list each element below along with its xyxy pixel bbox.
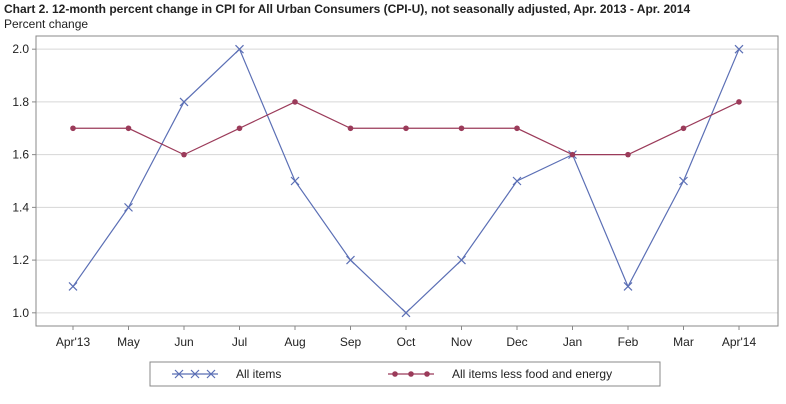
data-point [403, 125, 409, 132]
data-point [292, 99, 298, 105]
x-tick-label: Jun [174, 335, 193, 349]
legend-label: All items [236, 367, 281, 381]
x-tick-label: May [117, 335, 140, 349]
data-point [512, 176, 522, 186]
legend-item: All items [172, 367, 281, 381]
legend-marker [408, 371, 414, 377]
x-tick-label: Nov [451, 335, 472, 349]
y-tick-label: 1.2 [12, 253, 29, 267]
data-point [181, 151, 187, 158]
legend-marker [174, 369, 184, 379]
x-tick-label: Apr'14 [722, 335, 757, 349]
series-layer [68, 44, 744, 318]
x-tick-label: Mar [673, 335, 694, 349]
data-point [679, 176, 688, 186]
grid-layer [36, 48, 778, 314]
plot-frame [35, 35, 779, 327]
data-point [623, 282, 633, 291]
y-tick-label: 1.8 [12, 95, 29, 109]
x-tick-label: Dec [506, 335, 527, 349]
data-point [346, 255, 355, 265]
series-line [72, 48, 740, 314]
x-tick-label: Feb [618, 335, 639, 349]
legend-marker [424, 371, 430, 377]
series-all-items-less-food-and-energy [70, 99, 742, 158]
data-point [124, 202, 133, 212]
data-point [458, 125, 465, 132]
data-point [625, 151, 631, 158]
chart-title: Chart 2. 12-month percent change in CPI … [4, 2, 691, 16]
data-point [290, 176, 300, 186]
data-point [569, 151, 576, 158]
data-point [680, 125, 687, 132]
legend-marker [190, 369, 200, 379]
data-point [457, 255, 466, 265]
y-axis-ticks: 1.0 1.2 1.4 1.6 1.8 2.0 [12, 42, 36, 320]
series-all-items [68, 44, 744, 318]
y-tick-label: 2.0 [12, 42, 29, 56]
data-point [236, 125, 243, 132]
data-point [347, 125, 354, 132]
data-point [68, 282, 78, 291]
y-tick-label: 1.4 [12, 200, 29, 214]
y-tick-label: 1.0 [12, 306, 29, 320]
data-point [70, 125, 76, 132]
x-tick-label: Apr'13 [56, 335, 91, 349]
data-point [736, 99, 742, 105]
data-point [514, 125, 520, 132]
legend: All items All items less food and energy [149, 361, 661, 387]
x-tick-label: Sep [340, 335, 362, 349]
x-tick-label: Aug [284, 335, 305, 349]
x-tick-label: Oct [397, 335, 416, 349]
y-axis-label: Percent change [4, 17, 89, 31]
legend-label: All items less food and energy [452, 367, 612, 381]
data-point [401, 308, 411, 318]
legend-marker [392, 371, 398, 377]
x-axis-ticks: Apr'13 May Jun Jul Aug Sep Oct Nov Dec Jan Feb Mar A… [56, 326, 757, 349]
data-point [179, 97, 189, 107]
data-point [734, 44, 744, 54]
data-point [125, 125, 132, 132]
x-tick-label: Jan [563, 335, 582, 349]
y-tick-label: 1.6 [12, 148, 29, 162]
x-tick-label: Jul [232, 335, 247, 349]
legend-marker [206, 369, 216, 379]
legend-item: All items less food and energy [388, 367, 612, 381]
data-point [235, 44, 244, 54]
